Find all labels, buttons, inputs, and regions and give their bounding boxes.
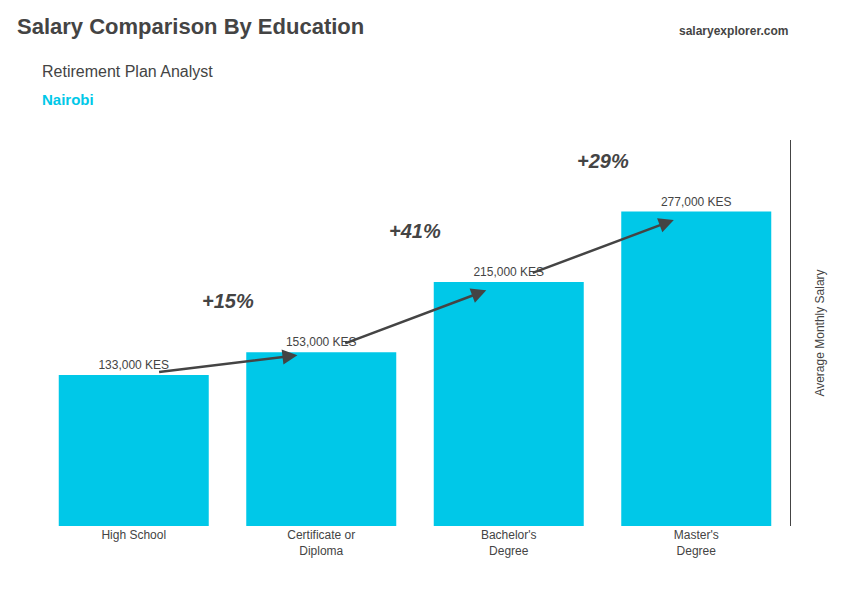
- svg-text:Retirement Plan Analyst: Retirement Plan Analyst: [42, 63, 213, 80]
- svg-text:Certificate orDiploma: Certificate orDiploma: [287, 528, 355, 558]
- svg-text:High School: High School: [101, 528, 166, 542]
- svg-text:277,000 KES: 277,000 KES: [661, 195, 732, 209]
- svg-text:215,000 KES: 215,000 KES: [473, 265, 544, 279]
- svg-text:Average Monthly Salary: Average Monthly Salary: [813, 269, 827, 396]
- svg-text:153,000 KES: 153,000 KES: [286, 335, 357, 349]
- svg-text:salaryexplorer.com: salaryexplorer.com: [679, 24, 788, 38]
- svg-text:+29%: +29%: [577, 150, 629, 172]
- svg-text:Master'sDegree: Master'sDegree: [674, 528, 719, 558]
- svg-text:Bachelor'sDegree: Bachelor'sDegree: [481, 528, 537, 558]
- svg-text:Nairobi: Nairobi: [42, 91, 94, 108]
- svg-text:Salary Comparison By Education: Salary Comparison By Education: [17, 14, 364, 39]
- svg-text:+15%: +15%: [202, 290, 254, 312]
- svg-text:133,000 KES: 133,000 KES: [98, 358, 169, 372]
- svg-text:+41%: +41%: [389, 220, 441, 242]
